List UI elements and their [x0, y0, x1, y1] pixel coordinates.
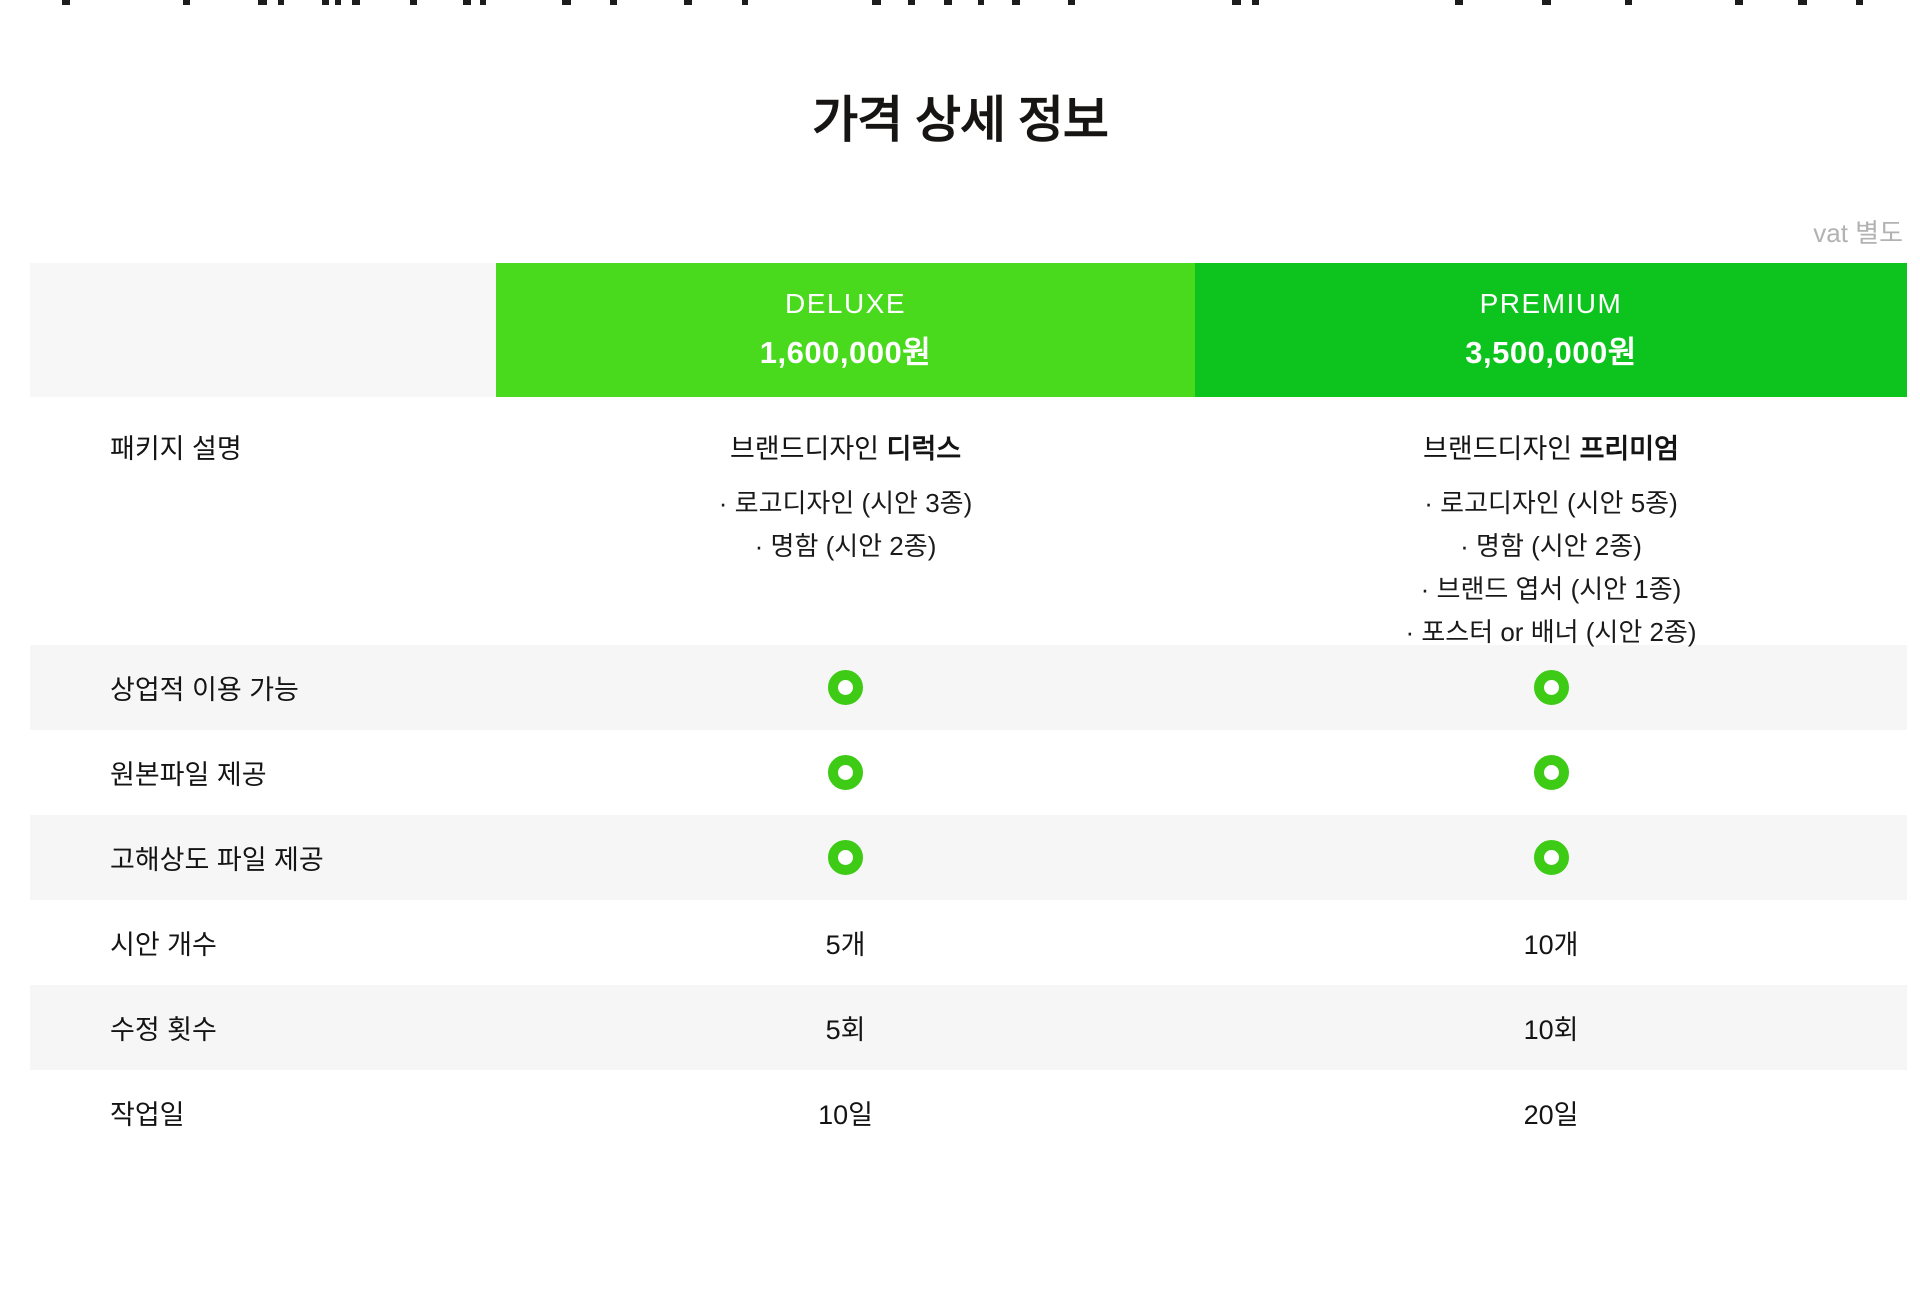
- package-item: · 로고디자인 (시안 5종): [1424, 488, 1678, 518]
- cropped-text-mark: [62, 0, 70, 5]
- premium-cell: 20일: [1523, 1100, 1579, 1130]
- plan-header-premium: PREMIUM 3,500,000원: [1195, 263, 1907, 397]
- package-item: · 명함 (시안 2종): [754, 531, 937, 561]
- row-label: 시안 개수: [110, 930, 217, 960]
- package-item: · 포스터 or 배너 (시안 2종): [1405, 617, 1697, 647]
- cropped-text-mark: [872, 0, 881, 5]
- deluxe-cell: 5개: [825, 930, 866, 960]
- cropped-text-mark: [335, 0, 341, 5]
- package-item: · 로고디자인 (시안 3종): [718, 488, 973, 518]
- package-title: 브랜드디자인 디럭스: [496, 427, 1195, 466]
- included-circle-icon: [1533, 755, 1569, 790]
- cropped-text-mark: [944, 0, 952, 5]
- cropped-text-mark: [278, 0, 284, 5]
- plan-price-deluxe: 1,600,000원: [759, 335, 932, 370]
- page-title: 가격 상세 정보: [812, 92, 1109, 148]
- pricing-table: vat 별도 DELUXE 1,600,000원 PREMIUM 3,500,0…: [30, 218, 1907, 1155]
- deluxe-package-description: 브랜드디자인 디럭스 · 로고디자인 (시안 3종) · 명함 (시안 2종): [496, 397, 1195, 568]
- package-title-name: 디럭스: [886, 434, 962, 464]
- cropped-text-mark: [463, 0, 471, 5]
- included-circle-icon: [828, 755, 863, 790]
- deluxe-cell: [496, 840, 1195, 875]
- table-row-package-description: 패키지 설명 브랜드디자인 디럭스 · 로고디자인 (시안 3종) · 명함 (…: [30, 397, 1907, 647]
- cropped-text-mark: [352, 0, 360, 5]
- cropped-text-artifacts: [0, 0, 1920, 8]
- included-circle-icon: [828, 840, 863, 875]
- cropped-text-mark: [410, 0, 417, 5]
- included-circle-icon: [828, 670, 863, 705]
- cropped-text-mark: [1625, 0, 1632, 5]
- row-label: 작업일: [110, 1100, 185, 1130]
- row-label: 상업적 이용 가능: [110, 675, 299, 705]
- cropped-text-mark: [610, 0, 617, 5]
- package-item: · 명함 (시안 2종): [1460, 531, 1642, 561]
- table-header-row: DELUXE 1,600,000원 PREMIUM 3,500,000원: [30, 263, 1907, 397]
- package-title-name: 프리미엄: [1579, 434, 1679, 464]
- cropped-text-mark: [480, 0, 486, 5]
- cropped-text-mark: [1252, 0, 1259, 5]
- package-item: · 브랜드 엽서 (시안 1종): [1420, 574, 1682, 604]
- premium-cell: [1195, 670, 1907, 705]
- cropped-text-mark: [562, 0, 571, 5]
- cropped-text-mark: [322, 0, 329, 5]
- cropped-text-mark: [684, 0, 692, 5]
- cropped-text-mark: [1856, 0, 1863, 5]
- row-label: 패키지 설명: [110, 434, 242, 464]
- table-row-commercial-use: 상업적 이용 가능: [30, 645, 1907, 730]
- table-row-highres-files: 고해상도 파일 제공: [30, 815, 1907, 900]
- deluxe-cell: 5회: [825, 1015, 866, 1045]
- table-row-revision-count: 수정 횟수 5회 10회: [30, 985, 1907, 1070]
- cropped-text-mark: [1798, 0, 1807, 5]
- table-row-working-days: 작업일 10일 20일: [30, 1070, 1907, 1155]
- cropped-text-mark: [1542, 0, 1551, 5]
- premium-cell: 10개: [1523, 930, 1579, 960]
- package-title-prefix: 브랜드디자인: [729, 434, 879, 464]
- cropped-text-mark: [1735, 0, 1743, 5]
- cropped-text-mark: [1068, 0, 1075, 5]
- deluxe-cell: [496, 670, 1195, 705]
- plan-name-premium: PREMIUM: [1479, 288, 1623, 319]
- cropped-text-mark: [258, 0, 267, 5]
- cropped-text-mark: [1012, 0, 1020, 5]
- row-label: 원본파일 제공: [110, 760, 267, 790]
- plan-header-deluxe: DELUXE 1,600,000원: [496, 263, 1195, 397]
- cropped-text-mark: [183, 0, 190, 5]
- table-corner-cell: [30, 263, 496, 397]
- included-circle-icon: [1533, 840, 1569, 875]
- plan-name-deluxe: DELUXE: [784, 288, 907, 319]
- table-row-draft-count: 시안 개수 5개 10개: [30, 900, 1907, 985]
- plan-price-premium: 3,500,000원: [1465, 335, 1637, 370]
- premium-cell: [1195, 840, 1907, 875]
- row-label: 고해상도 파일 제공: [110, 845, 324, 875]
- cropped-text-mark: [908, 0, 915, 5]
- premium-package-description: 브랜드디자인 프리미엄 · 로고디자인 (시안 5종) · 명함 (시안 2종)…: [1195, 397, 1907, 654]
- row-label: 수정 횟수: [110, 1015, 217, 1045]
- deluxe-cell: [496, 755, 1195, 790]
- cropped-text-mark: [742, 0, 748, 5]
- cropped-text-mark: [978, 0, 984, 5]
- included-circle-icon: [1533, 670, 1569, 705]
- table-row-original-files: 원본파일 제공: [30, 730, 1907, 815]
- deluxe-cell: 10일: [818, 1100, 873, 1130]
- vat-note: vat 별도: [1813, 218, 1903, 248]
- cropped-text-mark: [1455, 0, 1463, 5]
- package-title: 브랜드디자인 프리미엄: [1195, 427, 1907, 466]
- cropped-text-mark: [1232, 0, 1241, 5]
- package-title-prefix: 브랜드디자인: [1423, 434, 1573, 464]
- premium-cell: [1195, 755, 1907, 790]
- premium-cell: 10회: [1523, 1015, 1579, 1045]
